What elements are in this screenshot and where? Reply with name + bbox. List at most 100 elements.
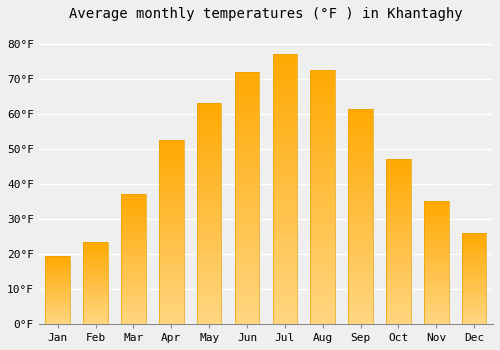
Bar bbox=[197, 291, 222, 296]
Bar bbox=[84, 314, 108, 316]
Bar bbox=[121, 279, 146, 282]
Bar bbox=[310, 134, 335, 140]
Bar bbox=[348, 200, 373, 205]
Bar bbox=[46, 261, 70, 262]
Bar bbox=[121, 288, 146, 292]
Bar bbox=[234, 242, 260, 248]
Bar bbox=[121, 246, 146, 250]
Bar bbox=[424, 278, 448, 281]
Bar bbox=[310, 70, 335, 324]
Bar bbox=[462, 279, 486, 281]
Bar bbox=[386, 205, 410, 209]
Bar bbox=[234, 274, 260, 280]
Bar bbox=[310, 203, 335, 210]
Bar bbox=[462, 283, 486, 285]
Bar bbox=[159, 140, 184, 145]
Bar bbox=[272, 209, 297, 216]
Bar bbox=[197, 313, 222, 319]
Bar bbox=[310, 127, 335, 134]
Bar bbox=[272, 68, 297, 75]
Bar bbox=[424, 241, 448, 244]
Bar bbox=[310, 159, 335, 165]
Bar bbox=[462, 242, 486, 244]
Bar bbox=[234, 312, 260, 318]
Bar bbox=[424, 201, 448, 204]
Bar bbox=[462, 301, 486, 303]
Bar bbox=[234, 286, 260, 293]
Bar bbox=[272, 263, 297, 270]
Bar bbox=[46, 256, 70, 258]
Bar bbox=[424, 229, 448, 232]
Bar bbox=[424, 211, 448, 214]
Bar bbox=[424, 272, 448, 275]
Bar bbox=[46, 256, 70, 324]
Bar bbox=[121, 285, 146, 288]
Bar bbox=[424, 201, 448, 324]
Bar bbox=[46, 276, 70, 278]
Bar bbox=[462, 267, 486, 270]
Bar bbox=[121, 314, 146, 317]
Bar bbox=[46, 292, 70, 293]
Bar bbox=[272, 230, 297, 236]
Bar bbox=[462, 235, 486, 238]
Bar bbox=[197, 263, 222, 269]
Bar bbox=[348, 108, 373, 324]
Bar bbox=[159, 154, 184, 159]
Bar bbox=[272, 54, 297, 61]
Bar bbox=[310, 210, 335, 216]
Bar bbox=[121, 194, 146, 198]
Bar bbox=[386, 209, 410, 213]
Bar bbox=[46, 273, 70, 274]
Bar bbox=[84, 242, 108, 244]
Bar bbox=[159, 149, 184, 154]
Bar bbox=[386, 176, 410, 180]
Bar bbox=[386, 299, 410, 303]
Bar bbox=[197, 181, 222, 186]
Bar bbox=[84, 254, 108, 256]
Bar bbox=[424, 284, 448, 287]
Bar bbox=[197, 153, 222, 159]
Bar bbox=[84, 248, 108, 250]
Bar bbox=[234, 154, 260, 160]
Bar bbox=[310, 305, 335, 312]
Bar bbox=[386, 303, 410, 308]
Bar bbox=[272, 243, 297, 250]
Bar bbox=[424, 208, 448, 211]
Bar bbox=[234, 91, 260, 97]
Bar bbox=[234, 128, 260, 135]
Bar bbox=[197, 274, 222, 280]
Bar bbox=[386, 213, 410, 217]
Bar bbox=[121, 211, 146, 214]
Bar bbox=[310, 153, 335, 159]
Bar bbox=[84, 308, 108, 310]
Bar bbox=[234, 84, 260, 91]
Bar bbox=[424, 315, 448, 318]
Bar bbox=[121, 259, 146, 262]
Bar bbox=[159, 292, 184, 296]
Bar bbox=[121, 304, 146, 308]
Bar bbox=[159, 218, 184, 223]
Bar bbox=[46, 264, 70, 266]
Bar bbox=[197, 191, 222, 197]
Bar bbox=[462, 317, 486, 320]
Bar bbox=[197, 252, 222, 258]
Bar bbox=[310, 280, 335, 286]
Bar bbox=[121, 250, 146, 253]
Bar bbox=[386, 308, 410, 312]
Bar bbox=[159, 255, 184, 260]
Bar bbox=[424, 247, 448, 251]
Bar bbox=[310, 172, 335, 178]
Bar bbox=[121, 224, 146, 227]
Bar bbox=[310, 184, 335, 191]
Bar bbox=[310, 292, 335, 299]
Bar bbox=[348, 114, 373, 119]
Bar bbox=[424, 220, 448, 223]
Bar bbox=[310, 241, 335, 248]
Bar bbox=[234, 261, 260, 267]
Bar bbox=[84, 250, 108, 252]
Bar bbox=[84, 275, 108, 277]
Bar bbox=[159, 296, 184, 301]
Bar bbox=[386, 238, 410, 242]
Bar bbox=[121, 233, 146, 237]
Bar bbox=[348, 259, 373, 265]
